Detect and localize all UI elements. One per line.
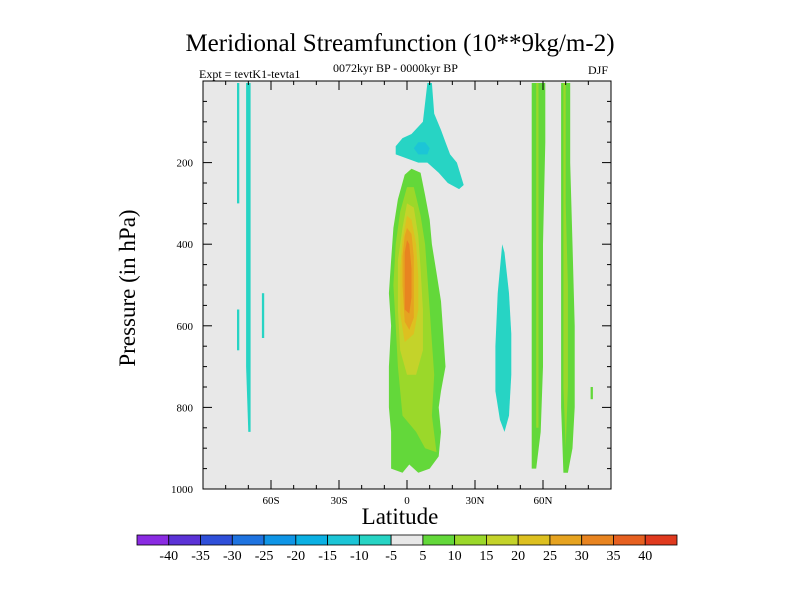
y-tick-label-1: 400 [177,239,194,251]
x-tick-label-4: 60N [534,495,553,507]
contour-region-1 [246,83,251,432]
colorbar-label-7: -5 [385,549,397,564]
contour-region-5 [413,142,430,155]
colorbar-label-2: -30 [223,549,242,564]
x-tick-label-2: 0 [404,495,410,507]
y-tick-label-4: 1000 [171,484,194,496]
contour-region-17 [590,387,593,400]
colorbar-box-5 [295,534,328,546]
contour-region-16 [563,83,568,449]
colorbar-label-1: -35 [191,549,210,564]
colorbar-label-10: 15 [479,549,493,564]
colorbar-box-16 [644,534,678,546]
contour-region-11 [404,240,412,314]
colorbar-box-10 [454,534,487,546]
colorbar-label-3: -25 [255,549,274,564]
contour-region-14 [536,83,539,428]
colorbar-label-5: -15 [318,549,337,564]
colorbar-box-6 [327,534,360,546]
experiment-label: Expt = tevtK1-tevta1 [199,67,301,81]
y-tick-label-0: 200 [177,158,194,170]
contour-region-12 [495,244,512,432]
time-range-label: 0072kyr BP - 0000kyr BP [333,61,458,75]
y-tick-label-2: 600 [177,321,194,333]
x-axis-label: Latitude [361,504,439,529]
colorbar-label-6: -10 [350,549,369,564]
colorbar-box-14 [581,534,614,546]
colorbar-label-0: -40 [159,549,178,564]
colorbar-box-2 [200,534,233,546]
season-label: DJF [588,63,609,77]
contour-region-3 [261,293,265,338]
colorbar-label-11: 20 [511,549,525,564]
contour-region-0 [237,83,240,204]
colorbar-box-13 [549,534,583,546]
colorbar-box-8 [390,534,424,546]
colorbar-box-11 [486,534,519,546]
colorbar-label-9: 10 [448,549,462,564]
x-tick-label-3: 30N [466,495,485,507]
colorbar-box-12 [517,534,551,546]
chart-title: Meridional Streamfunction (10**9kg/m-2) [185,30,615,57]
y-tick-label-3: 800 [177,402,194,414]
colorbar-label-13: 30 [575,549,589,564]
colorbar-box-0 [136,534,170,546]
colorbar-box-3 [231,534,265,546]
colorbar-label-8: 5 [419,549,426,564]
x-tick-label-1: 30S [330,495,347,507]
colorbar-label-15: 40 [638,549,652,564]
contour-region-4 [395,83,464,190]
contour-region-2 [237,309,240,351]
colorbar-label-14: 35 [606,549,620,564]
x-tick-label-0: 60S [262,495,279,507]
colorbar-box-7 [358,534,392,546]
colorbar-box-9 [422,534,456,546]
colorbar-box-15 [613,534,646,546]
y-axis-label: Pressure (in hPa) [115,209,140,367]
colorbar-box-4 [263,534,297,546]
colorbar-label-12: 25 [543,549,557,564]
colorbar-box-1 [168,534,201,546]
colorbar-label-4: -20 [286,549,305,564]
